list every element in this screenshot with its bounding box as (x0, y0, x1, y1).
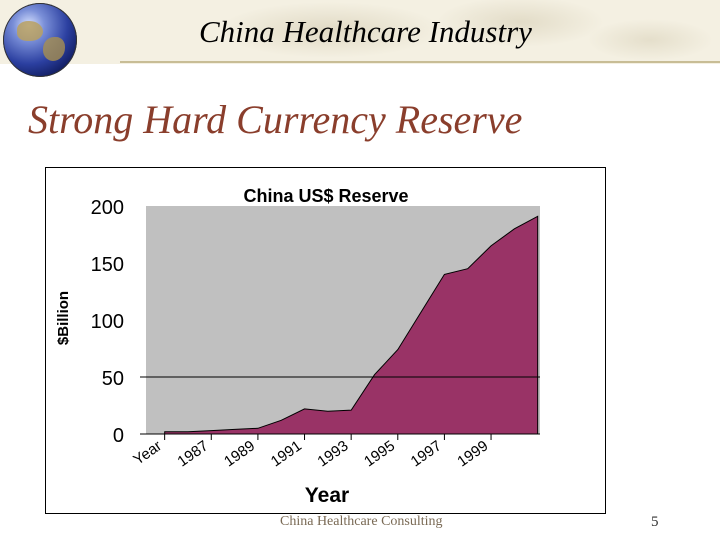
x-tick-label: Year (130, 437, 165, 468)
chart-frame: 0 50 100 150 200 Year 1987 1989 1991 1993 1995 1997… (45, 167, 606, 514)
chart-title: China US$ Reserve (243, 186, 408, 206)
header-divider (120, 61, 720, 63)
x-tick-label: 1995 (361, 437, 398, 470)
globe-logo (3, 3, 77, 77)
header-band (0, 0, 720, 64)
reserve-chart: 0 50 100 150 200 Year 1987 1989 1991 1993 1995 1997… (55, 186, 540, 507)
slide-title: Strong Hard Currency Reserve (28, 97, 523, 142)
header-title: China Healthcare Industry (199, 14, 532, 49)
x-tick-label: 1997 (408, 437, 445, 470)
x-axis-label: Year (305, 484, 349, 507)
y-tick-label: 0 (113, 425, 124, 447)
footer-text: China Healthcare Consulting (280, 514, 443, 529)
x-tick-label: 1993 (314, 437, 351, 470)
y-tick-label: 150 (91, 254, 124, 276)
y-tick-label: 100 (91, 311, 124, 333)
x-tick-label: 1999 (454, 437, 491, 470)
page-number: 5 (651, 514, 659, 530)
x-tick-label: 1987 (174, 437, 211, 470)
y-axis-label: $Billion (55, 291, 72, 345)
reserve-area (164, 215, 539, 435)
x-tick-label: 1991 (268, 437, 305, 470)
y-tick-label: 50 (102, 368, 124, 390)
y-tick-label: 200 (91, 197, 124, 219)
x-tick-label: 1989 (221, 437, 258, 470)
